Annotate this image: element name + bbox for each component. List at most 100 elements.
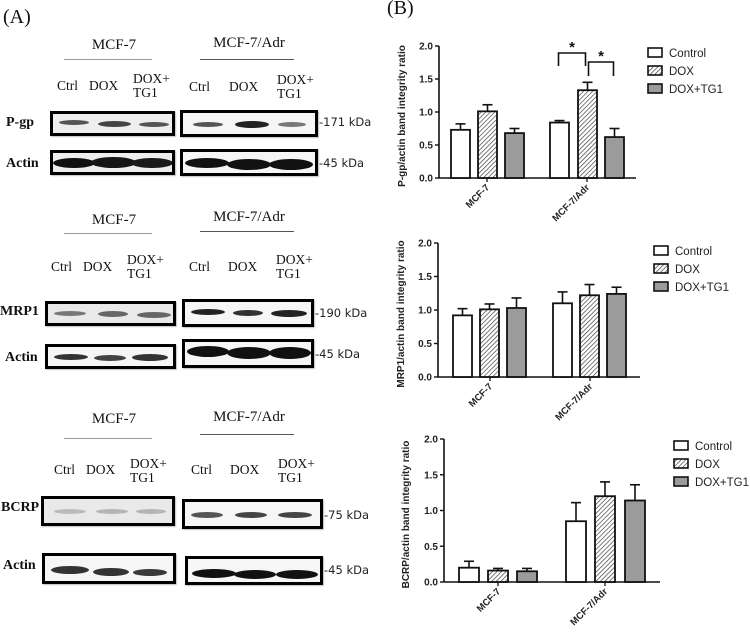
row-label-actin: Actin bbox=[5, 350, 38, 365]
lane-label: DOX+ bbox=[130, 456, 167, 471]
y-tick-label: 0.5 bbox=[418, 339, 432, 350]
lane-label: DOX bbox=[230, 462, 260, 477]
blot-actin-mcf7-adr bbox=[182, 339, 314, 368]
bar-dox-tg1 bbox=[606, 293, 627, 378]
y-tick-label: 0.0 bbox=[419, 174, 433, 185]
bar-dox-tg1 bbox=[506, 307, 527, 378]
bar-control bbox=[552, 302, 573, 378]
lane-label: DOX+ bbox=[133, 71, 170, 86]
group-rule bbox=[64, 438, 152, 439]
row-label-mrp1: MRP1 bbox=[0, 304, 39, 319]
group-rule bbox=[200, 231, 294, 232]
significance-bracket bbox=[587, 61, 615, 76]
group-title-mcf7: MCF-7 bbox=[91, 37, 137, 53]
bar-control bbox=[549, 121, 570, 179]
legend-swatch bbox=[653, 263, 669, 274]
kda-marker: -45 kDa bbox=[324, 563, 370, 577]
bar-dox-tg1 bbox=[516, 570, 538, 583]
legend-label: Control bbox=[669, 48, 706, 60]
legend-swatch bbox=[647, 47, 663, 58]
lane-label: Ctrl bbox=[57, 78, 79, 93]
legend-label: DOX bbox=[669, 66, 694, 78]
lane-label: Ctrl bbox=[191, 462, 213, 477]
y-tick-label: 0.0 bbox=[418, 373, 432, 384]
lane-label: DOX bbox=[83, 259, 113, 274]
y-tick-label: 0.5 bbox=[424, 542, 438, 553]
lane-label: TG1 bbox=[133, 85, 158, 100]
y-axis-label: BCRP/actin band integrity ratio bbox=[401, 441, 412, 589]
bar-dox-tg1 bbox=[504, 132, 525, 179]
x-category-label: MCF-7 bbox=[467, 381, 495, 409]
group-title-mcf7-adr: MCF-7/Adr bbox=[213, 409, 285, 425]
lane-label: TG1 bbox=[127, 266, 152, 281]
lane-label: Ctrl bbox=[189, 259, 211, 274]
bar-dox bbox=[487, 569, 509, 583]
blot-bcrp-mcf7 bbox=[41, 496, 175, 526]
x-category-label: MCF-7 bbox=[464, 182, 492, 210]
lane-label: DOX bbox=[229, 79, 259, 94]
legend-swatch bbox=[673, 476, 689, 487]
y-tick-label: 1.0 bbox=[418, 306, 432, 317]
blot-pgp-mcf7 bbox=[50, 111, 175, 136]
lane-label: TG1 bbox=[278, 470, 303, 485]
y-tick-label: 2.0 bbox=[419, 42, 433, 53]
x-category-label: MCF-7/Adr bbox=[550, 182, 592, 224]
y-tick-label: 1.0 bbox=[419, 108, 433, 119]
group-title-mcf7: MCF-7 bbox=[91, 212, 137, 228]
bar-dox-tg1 bbox=[604, 136, 625, 179]
legend-label: DOX bbox=[675, 264, 700, 276]
x-category-label: MCF-7/Adr bbox=[568, 586, 610, 628]
x-category-label: MCF-7/Adr bbox=[553, 381, 595, 423]
group-rule bbox=[64, 59, 152, 60]
y-tick-label: 1.5 bbox=[418, 272, 432, 283]
bar-dox bbox=[594, 495, 616, 583]
bar-control bbox=[458, 566, 480, 583]
legend-label: Control bbox=[695, 441, 732, 453]
group-title-mcf7-adr: MCF-7/Adr bbox=[213, 35, 285, 51]
kda-marker: -45 kDa bbox=[315, 347, 361, 361]
bar-dox bbox=[579, 294, 600, 378]
row-label-pgp: P-gp bbox=[6, 115, 34, 130]
y-tick-label: 1.5 bbox=[419, 75, 433, 86]
y-axis-label: MRP1/actin band integrity ratio bbox=[396, 240, 407, 387]
lane-label: TG1 bbox=[276, 266, 301, 281]
lane-label: Ctrl bbox=[51, 259, 73, 274]
y-axis-label: P-gp/actin band integrity ratio bbox=[397, 45, 408, 187]
bar-control bbox=[565, 520, 587, 583]
bar-control bbox=[450, 128, 471, 179]
panel-b-label: (B) bbox=[387, 0, 414, 19]
chart-bcrp: 0.0 0.5 1.0 1.5 2.0 BCRP/actin band integrity… bbox=[401, 435, 749, 629]
legend-swatch bbox=[673, 458, 689, 469]
panel-a-label: (A) bbox=[3, 6, 31, 28]
significance-bracket bbox=[557, 52, 587, 66]
group-rule bbox=[200, 434, 294, 435]
legend-swatch bbox=[647, 65, 663, 76]
chart-mrp1: 0.0 0.5 1.0 1.5 2.0 MRP1/actin band integrity… bbox=[396, 239, 729, 424]
significance-star: * bbox=[598, 48, 604, 65]
row-label-actin: Actin bbox=[6, 156, 39, 171]
lane-label: DOX bbox=[89, 78, 119, 93]
y-tick-label: 0.5 bbox=[419, 141, 433, 152]
group-rule bbox=[64, 233, 152, 234]
x-category-label: MCF-7 bbox=[475, 586, 503, 614]
lane-label: TG1 bbox=[277, 86, 302, 101]
blot-actin-mcf7-adr bbox=[180, 149, 318, 176]
y-tick-label: 1.0 bbox=[424, 506, 438, 517]
blot-mrp1-mcf7 bbox=[45, 301, 176, 326]
group-rule bbox=[200, 59, 294, 60]
bar-dox bbox=[479, 308, 500, 378]
legend-label: DOX bbox=[695, 459, 720, 471]
lane-label: DOX+ bbox=[277, 72, 314, 87]
legend-swatch bbox=[647, 83, 663, 94]
y-tick-label: 2.0 bbox=[418, 239, 432, 250]
row-label-bcrp: BCRP bbox=[1, 500, 40, 515]
kda-marker: -45 kDa bbox=[319, 156, 365, 170]
blot-actin-mcf7 bbox=[42, 553, 176, 584]
blot-actin-mcf7-adr bbox=[185, 556, 323, 585]
legend-label: DOX+TG1 bbox=[675, 282, 729, 294]
lane-label: DOX+ bbox=[278, 456, 315, 471]
legend-label: Control bbox=[675, 246, 712, 258]
lane-label: Ctrl bbox=[54, 462, 76, 477]
lane-label: DOX bbox=[228, 259, 258, 274]
y-tick-label: 2.0 bbox=[424, 435, 438, 446]
